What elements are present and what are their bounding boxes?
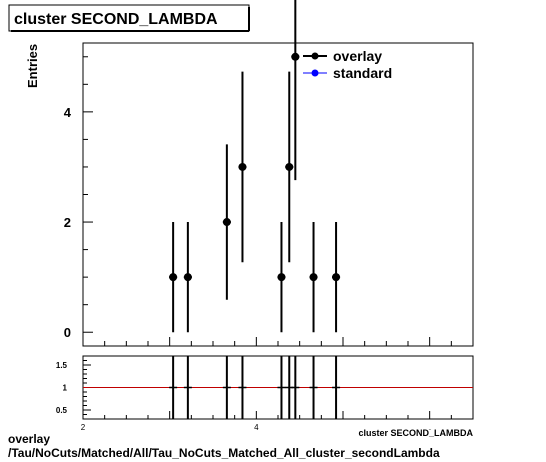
data-point <box>285 162 294 171</box>
y-tick-label: 0 <box>64 325 71 340</box>
legend-entry-standard: standard <box>303 65 392 81</box>
title-box: cluster SECOND_LAMBDA <box>8 4 250 32</box>
data-point <box>183 273 192 282</box>
footer-line-2: /Tau/NoCuts/Matched/All/Tau_NoCuts_Match… <box>8 446 440 460</box>
legend: overlay standard <box>303 48 392 81</box>
data-point <box>309 273 318 282</box>
ratio-axis-ticks: 2460.511.5 <box>56 360 474 432</box>
y-axis-label: Entries <box>25 44 40 88</box>
data-point <box>277 273 286 282</box>
ratio-y-tick-label: 0.5 <box>56 406 68 415</box>
x-tick-label: 2 <box>81 423 86 432</box>
chart-title: cluster SECOND_LAMBDA <box>14 11 218 28</box>
data-point <box>291 52 300 61</box>
legend-label-standard: standard <box>333 65 392 81</box>
y-tick-label: 4 <box>64 105 72 120</box>
footer-line-1: overlay <box>8 432 50 446</box>
main-axis-ticks: 0 2 4 <box>64 56 474 346</box>
legend-entry-overlay: overlay <box>303 48 382 64</box>
data-point <box>238 162 247 171</box>
legend-label-overlay: overlay <box>333 48 382 64</box>
ratio-y-tick-label: 1 <box>63 384 68 393</box>
x-tick-label: 4 <box>254 423 259 432</box>
y-tick-label: 2 <box>64 215 71 230</box>
x-axis-label: cluster SECOND_LAMBDA <box>358 428 473 438</box>
overlay-series <box>169 0 341 333</box>
ratio-y-tick-label: 1.5 <box>56 361 68 370</box>
data-point <box>332 273 341 282</box>
data-point <box>222 218 231 227</box>
ratio-series <box>83 356 473 419</box>
data-point <box>169 273 178 282</box>
main-plot-frame <box>82 42 474 347</box>
